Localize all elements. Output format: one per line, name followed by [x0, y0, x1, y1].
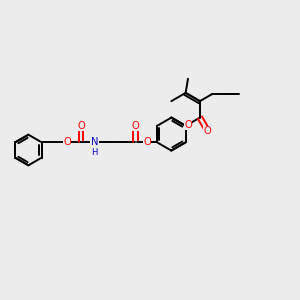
Text: O: O — [203, 126, 211, 136]
Text: H: H — [92, 148, 98, 157]
Text: O: O — [143, 137, 151, 147]
Text: O: O — [63, 137, 71, 147]
Text: O: O — [184, 120, 192, 130]
Text: O: O — [77, 121, 85, 131]
Text: N: N — [91, 137, 98, 147]
Text: O: O — [131, 121, 139, 131]
